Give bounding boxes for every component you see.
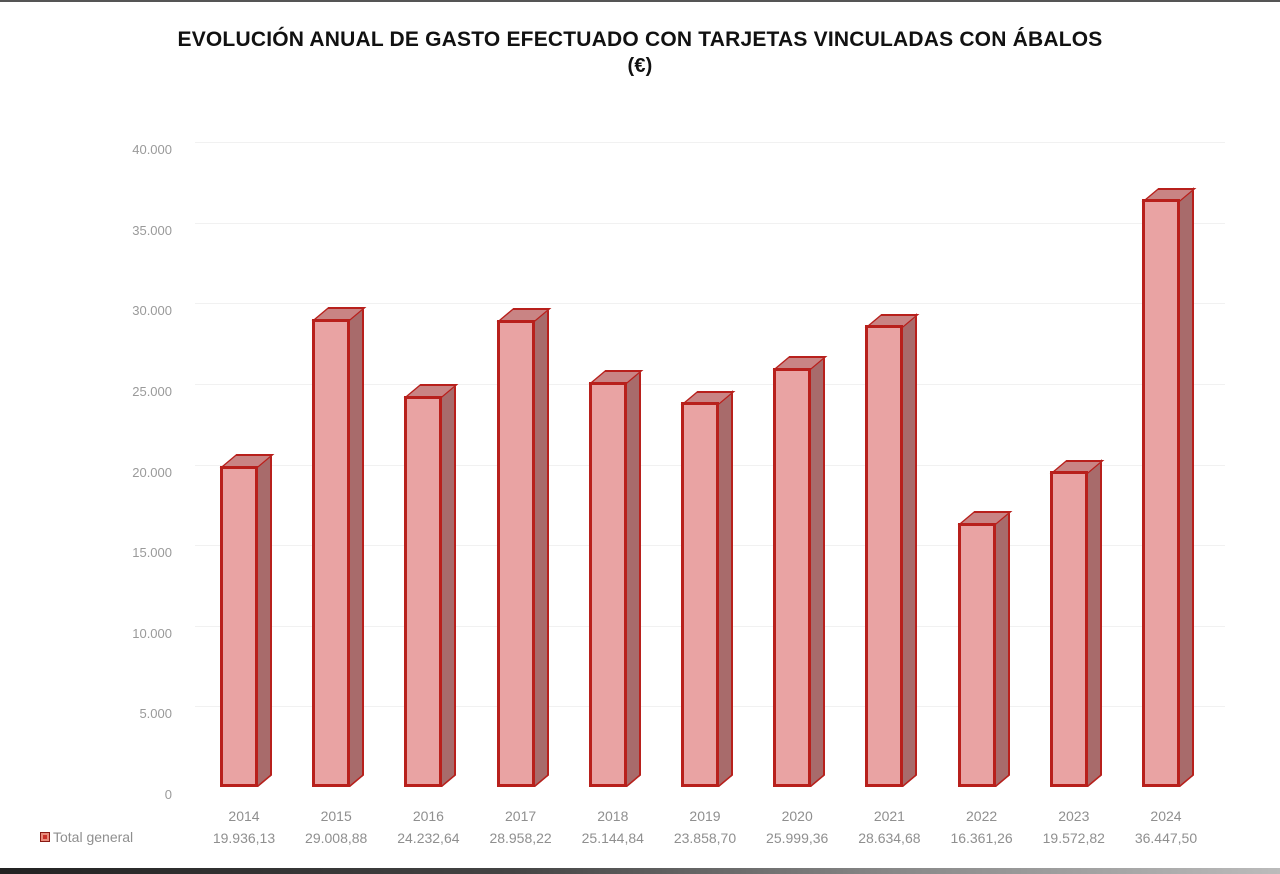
bar-front — [957, 523, 996, 787]
x-axis-label: 2022 — [966, 808, 998, 824]
bar-2019 — [681, 390, 736, 787]
data-table-value: 25.144,84 — [581, 830, 644, 846]
data-table-value: 16.361,26 — [950, 830, 1013, 846]
y-tick-label: 15.000 — [132, 545, 172, 561]
bar-front — [404, 396, 443, 787]
bar-side — [1087, 459, 1102, 787]
bar-side — [995, 511, 1010, 787]
top-border — [0, 0, 1280, 2]
bar-2015 — [312, 307, 367, 787]
bar-2024 — [1142, 187, 1197, 787]
y-tick-label: 5.000 — [139, 706, 172, 722]
chart-subtitle: (€) — [627, 55, 653, 77]
bottom-border — [0, 868, 1280, 874]
y-tick-label: 0 — [164, 787, 172, 802]
bar-side — [442, 384, 457, 787]
x-axis-label: 2018 — [597, 808, 629, 824]
data-table-value: 19.936,13 — [212, 830, 276, 846]
bar-2018 — [588, 369, 644, 787]
x-axis-label: 2017 — [505, 808, 537, 824]
data-table-value: 28.634,68 — [858, 830, 921, 846]
y-tick-label: 10.000 — [132, 625, 172, 641]
x-axis-label: 2020 — [781, 808, 813, 824]
y-tick-label: 40.000 — [132, 142, 172, 157]
bar-front — [496, 320, 535, 787]
legend-swatch-icon — [40, 832, 50, 842]
bar-2022 — [957, 511, 1012, 787]
y-tick-label: 35.000 — [132, 222, 172, 238]
bar-front — [588, 381, 627, 787]
bar-side — [719, 390, 733, 787]
bar-2021 — [865, 313, 920, 787]
gridline — [195, 383, 1225, 385]
data-table-value: 19.572,82 — [1042, 830, 1105, 846]
bar-front — [865, 325, 904, 787]
gridline — [195, 303, 1225, 305]
bar-front — [773, 367, 812, 787]
x-axis-label: 2014 — [228, 808, 260, 824]
bar-2017 — [496, 308, 551, 787]
bar-front — [681, 402, 719, 787]
y-tick-label: 25.000 — [132, 383, 172, 399]
data-table-value: 28.958,22 — [489, 830, 552, 846]
bar-side — [350, 307, 365, 787]
bar-front — [1049, 471, 1088, 787]
bar-side — [903, 313, 918, 787]
legend-label: Total general — [53, 829, 134, 845]
gridline — [195, 222, 1225, 224]
data-table-value: 25.999,36 — [766, 830, 829, 846]
y-tick-label: 20.000 — [132, 464, 172, 480]
data-table-value: 24.232,64 — [397, 830, 460, 846]
x-axis-label: 2021 — [873, 808, 905, 824]
bar-2023 — [1049, 459, 1105, 787]
x-axis-label: 2023 — [1058, 808, 1090, 824]
data-table-value: 23.858,70 — [673, 830, 737, 846]
bar-side — [626, 369, 641, 787]
bar-2016 — [404, 384, 459, 787]
bar-front — [220, 465, 258, 787]
x-axis-label: 2024 — [1150, 808, 1182, 824]
gridline — [195, 142, 1225, 143]
bar-side — [534, 308, 549, 787]
bar-front — [312, 319, 351, 787]
y-tick-label: 30.000 — [132, 303, 172, 319]
bar-side — [1180, 187, 1194, 787]
data-table-value: 29.008,88 — [305, 830, 368, 846]
x-axis-label: 2019 — [689, 808, 721, 824]
chart-title: EVOLUCIÓN ANUAL DE GASTO EFECTUADO CON T… — [177, 28, 1103, 51]
bar-2020 — [773, 356, 828, 787]
bar-side — [811, 356, 826, 787]
bar-front — [1142, 199, 1180, 787]
x-axis-label: 2016 — [412, 808, 444, 824]
legend: Total general — [40, 829, 133, 845]
data-table-value: 36.447,50 — [1134, 830, 1198, 846]
bar-2014 — [220, 453, 275, 787]
x-axis-label: 2015 — [320, 808, 352, 824]
bar-side — [258, 453, 272, 787]
